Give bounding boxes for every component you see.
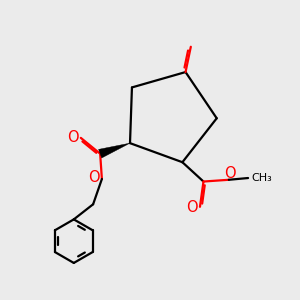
Text: O: O <box>88 170 100 185</box>
Text: CH₃: CH₃ <box>251 173 272 183</box>
Text: O: O <box>67 130 79 145</box>
Text: O: O <box>224 166 235 181</box>
Text: O: O <box>186 200 198 215</box>
Polygon shape <box>99 143 130 158</box>
